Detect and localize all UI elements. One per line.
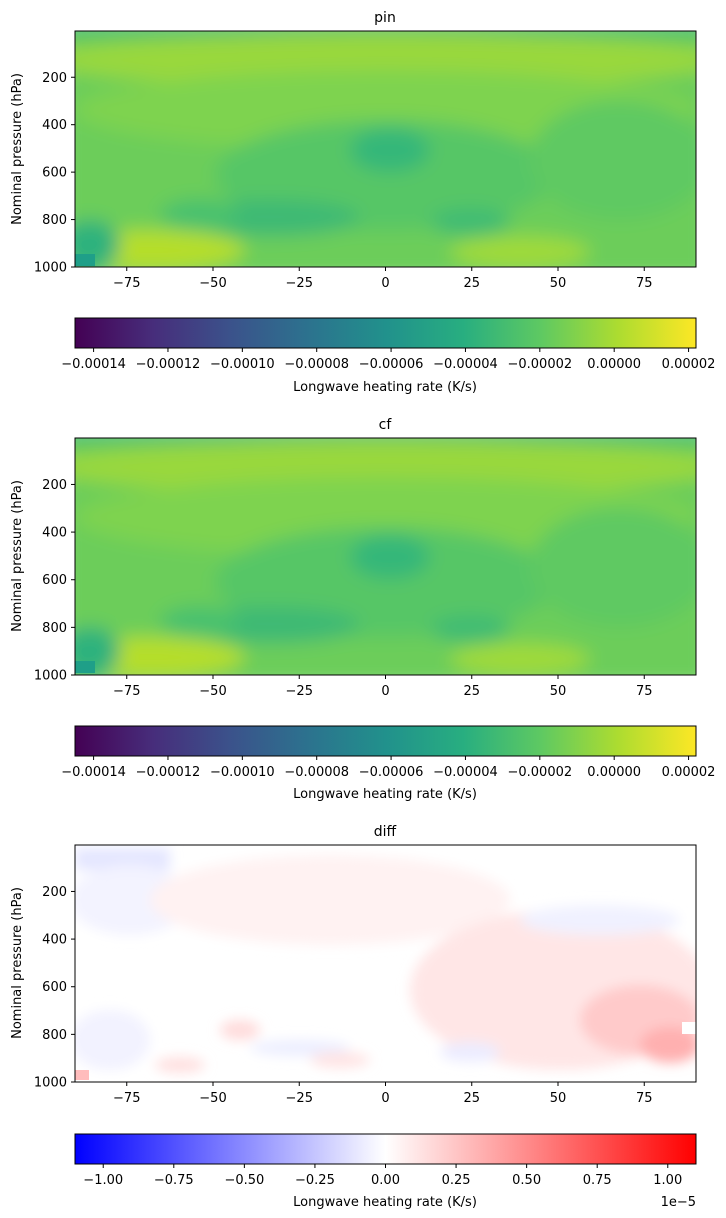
colorbar-tick-label: −0.00002	[507, 357, 572, 372]
colorbar-tick-label: 0.75	[583, 1173, 612, 1188]
panel-cf: cf −75 −50 −25 0 25 50 75 200 400 600 800 1000	[10, 417, 716, 802]
colorbar-tick-label: −0.00012	[136, 765, 201, 780]
colorbar-tick-label: 0.00002	[662, 765, 716, 780]
x-axis: −75 −50 −25 0 25 50 75	[113, 675, 653, 699]
x-tick-label: 50	[550, 276, 567, 291]
colorbar-tick-label: −0.00004	[433, 357, 498, 372]
colorbar-tick-label: 1.00	[653, 1173, 682, 1188]
x-tick-label: 75	[636, 276, 653, 291]
x-axis: −75 −50 −25 0 25 50 75	[113, 267, 653, 291]
x-tick-label: 50	[550, 1091, 567, 1106]
colorbar-tick-label: −0.75	[154, 1173, 194, 1188]
y-tick-label: 400	[42, 118, 67, 133]
x-tick-label: −25	[286, 684, 313, 699]
x-tick-label: −75	[113, 276, 140, 291]
y-tick-label: 600	[42, 166, 67, 181]
panel-title: pin	[374, 10, 396, 26]
y-axis-label: Nominal pressure (hPa)	[10, 73, 25, 225]
colorbar: −1.00 −0.75 −0.50 −0.25 0.00 0.25 0.50 0.75 1.00…	[74, 1133, 697, 1210]
colorbar-tick-label: −0.50	[224, 1173, 264, 1188]
colorbar-tick-label: −0.00012	[136, 357, 201, 372]
panel-title: cf	[379, 417, 393, 433]
x-tick-label: −25	[286, 276, 313, 291]
colorbar-tick-label: −1.00	[83, 1173, 123, 1188]
y-tick-label: 1000	[34, 1076, 67, 1091]
x-axis: −75 −50 −25 0 25 50 75	[113, 1082, 653, 1106]
colorbar-tick-label: 0.00000	[587, 357, 641, 372]
colorbar-tick-label: −0.00008	[284, 357, 349, 372]
x-tick-label: 0	[381, 684, 389, 699]
y-tick-label: 400	[42, 526, 67, 541]
panel-pin: pin −75 −50 −25 0 25 50 75 200 400 600 800 1000	[10, 10, 716, 395]
colorbar-offset-text: 1e−5	[661, 1195, 696, 1210]
y-tick-label: 200	[42, 71, 67, 86]
x-tick-label: −50	[199, 276, 226, 291]
x-tick-label: 25	[463, 684, 480, 699]
panel-title: diff	[374, 824, 397, 840]
y-axis: 200 400 600 800 1000	[34, 71, 75, 276]
y-tick-label: 400	[42, 933, 67, 948]
y-tick-label: 1000	[34, 261, 67, 276]
colorbar-tick-label: 0.25	[442, 1173, 471, 1188]
colorbar-tick-label: −0.00006	[359, 765, 424, 780]
x-tick-label: −75	[113, 1091, 140, 1106]
x-tick-label: 0	[381, 276, 389, 291]
colorbar-tick-label: 0.00000	[587, 765, 641, 780]
x-tick-label: −50	[199, 1091, 226, 1106]
colorbar-tick-label: −0.00006	[359, 357, 424, 372]
y-tick-label: 800	[42, 621, 67, 636]
colorbar-tick-label: 0.00002	[662, 357, 716, 372]
colorbar-tick-label: 0.00	[371, 1173, 400, 1188]
colorbar-tick-label: −0.25	[295, 1173, 335, 1188]
y-tick-label: 600	[42, 573, 67, 588]
colorbar-tick-label: −0.00010	[210, 765, 275, 780]
colorbar-label: Longwave heating rate (K/s)	[293, 1195, 477, 1210]
y-tick-label: 600	[42, 980, 67, 995]
x-tick-label: 75	[636, 684, 653, 699]
y-tick-label: 800	[42, 213, 67, 228]
y-tick-label: 200	[42, 885, 67, 900]
x-tick-label: 75	[636, 1091, 653, 1106]
heatmap-field	[75, 438, 696, 675]
y-tick-label: 800	[42, 1028, 67, 1043]
y-tick-label: 200	[42, 478, 67, 493]
x-tick-label: 0	[381, 1091, 389, 1106]
y-tick-label: 1000	[34, 669, 67, 684]
colorbar-tick-label: −0.00008	[284, 765, 349, 780]
heatmap-field	[75, 845, 696, 1082]
x-tick-label: 25	[463, 1091, 480, 1106]
colorbar-label: Longwave heating rate (K/s)	[293, 787, 477, 802]
x-tick-label: −50	[199, 684, 226, 699]
y-axis-label: Nominal pressure (hPa)	[10, 887, 25, 1039]
colorbar-tick-label: −0.00014	[61, 357, 126, 372]
y-axis-label: Nominal pressure (hPa)	[10, 480, 25, 632]
x-tick-label: 50	[550, 684, 567, 699]
colorbar-tick-label: 0.50	[512, 1173, 541, 1188]
colorbar-label: Longwave heating rate (K/s)	[293, 380, 477, 395]
panel-diff: diff −75 −50 −25 0 25 50 75 200	[10, 824, 697, 1210]
y-axis: 200 400 600 800 1000	[34, 478, 75, 684]
colorbar-tick-label: −0.00002	[507, 765, 572, 780]
colorbar-tick-label: −0.00014	[61, 765, 126, 780]
colorbar-tick-label: −0.00004	[433, 765, 498, 780]
y-axis: 200 400 600 800 1000	[34, 885, 75, 1091]
heatmap-field	[75, 31, 696, 267]
x-tick-label: −75	[113, 684, 140, 699]
colorbar-tick-label: −0.00010	[210, 357, 275, 372]
colorbar: −0.00014 −0.00012 −0.00010 −0.00008 −0.00006…	[61, 317, 716, 395]
colorbar: −0.00014 −0.00012 −0.00010 −0.00008 −0.00006…	[61, 725, 716, 802]
x-tick-label: −25	[286, 1091, 313, 1106]
x-tick-label: 25	[463, 276, 480, 291]
